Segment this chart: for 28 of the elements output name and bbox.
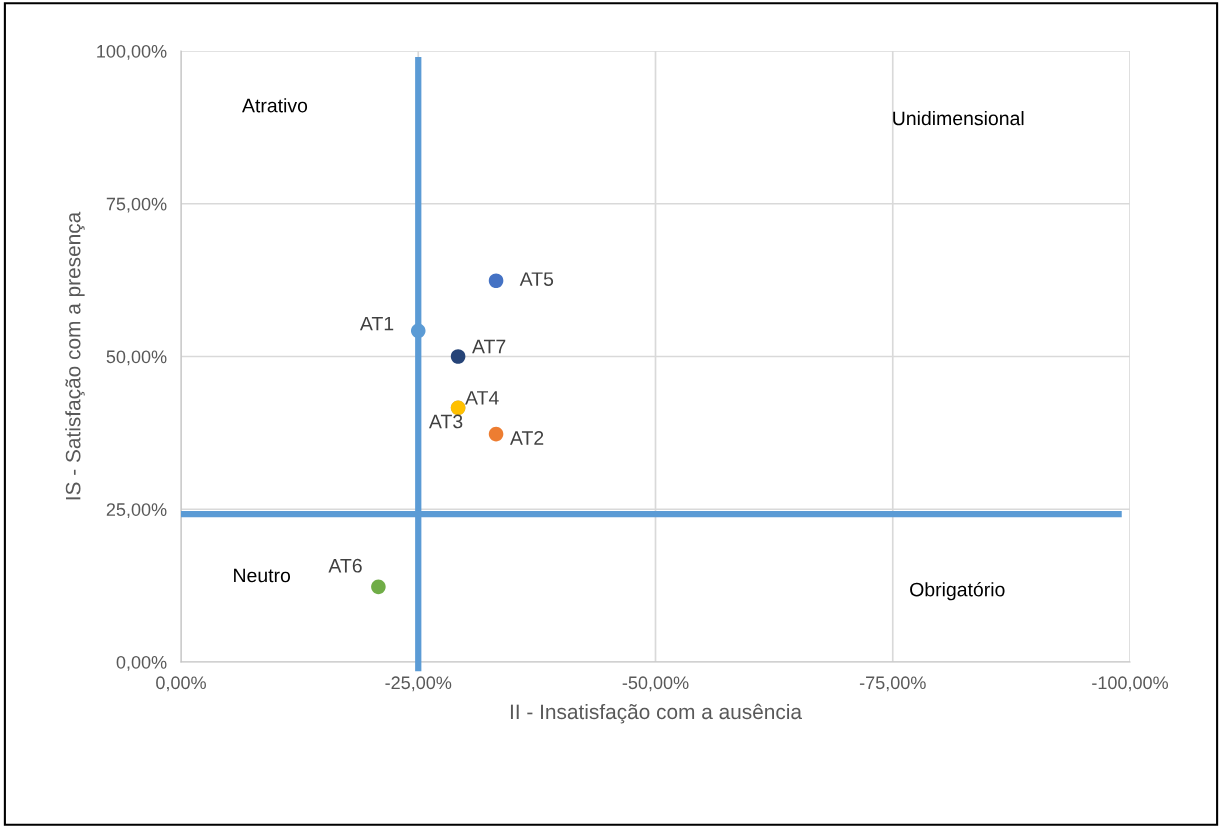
series-label: AT1 — [359, 316, 394, 331]
x-tick-label: 0,00% — [156, 676, 206, 692]
x-axis-title: II - Insatisfação com a ausência — [510, 703, 802, 724]
annotation: Obrigatório — [910, 581, 1005, 601]
series-label: AT7 — [472, 339, 506, 354]
series-label: AT3 — [428, 414, 463, 429]
x-tick-label: -50,00% — [622, 676, 689, 692]
point — [371, 579, 386, 595]
y-tick-label: 75,00% — [106, 197, 167, 213]
x-tick-label: -100,00% — [1092, 676, 1169, 692]
x-tick-label: -25,00% — [385, 676, 452, 692]
y-tick-label: 25,00% — [106, 503, 167, 519]
annotation: Atrativo — [242, 98, 308, 113]
series-label: AT6 — [328, 558, 362, 573]
point — [488, 273, 504, 289]
y-tick-label: 0,00% — [116, 655, 167, 671]
annotation: Neutro — [234, 568, 291, 583]
y-axis-title: IS - Satisfação com a presença — [65, 211, 85, 500]
series-label: AT5 — [519, 272, 554, 286]
y-tick-label: 50,00% — [106, 350, 167, 366]
annotation: Unidimensional — [893, 110, 1024, 126]
point — [410, 323, 426, 339]
x-tick-label: -75,00% — [859, 676, 926, 692]
series-label: AT4 — [465, 391, 499, 405]
point — [488, 426, 504, 442]
y-tick-label: 100,00% — [97, 44, 167, 60]
point — [450, 349, 466, 364]
series-label: AT2 — [510, 431, 544, 445]
